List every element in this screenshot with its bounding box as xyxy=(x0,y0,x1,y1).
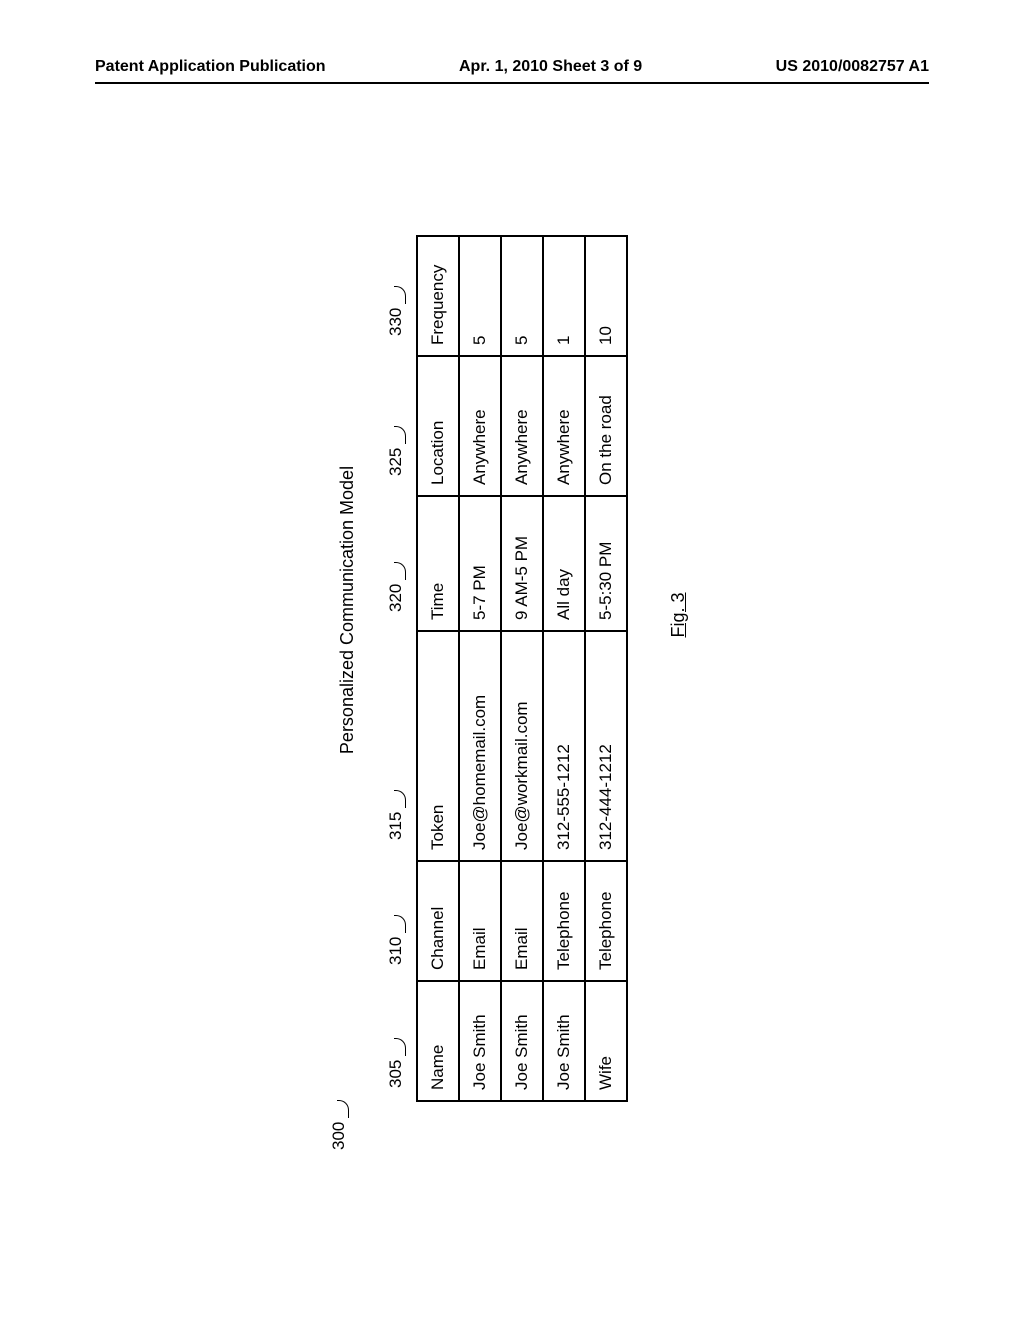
header-rule xyxy=(95,82,929,84)
header-left: Patent Application Publication xyxy=(95,58,326,76)
cell-channel: Telephone xyxy=(543,861,585,981)
col-header-time: Time xyxy=(417,496,459,631)
cell-token: 312-444-1212 xyxy=(585,631,627,861)
col-ref-325: 325 xyxy=(386,426,406,476)
col-header-name: Name xyxy=(417,981,459,1101)
header-center: Apr. 1, 2010 Sheet 3 of 9 xyxy=(459,58,642,76)
col-header-channel: Channel xyxy=(417,861,459,981)
cell-time: 9 AM-5 PM xyxy=(501,496,543,631)
table-row: Joe Smith Telephone 312-555-1212 All day… xyxy=(543,236,585,1101)
page-header: Patent Application Publication Apr. 1, 2… xyxy=(95,58,929,76)
column-refs-row: 305 310 315 320 325 330 xyxy=(386,160,412,1160)
col-header-frequency: Frequency xyxy=(417,236,459,356)
cell-name: Joe Smith xyxy=(543,981,585,1101)
table-row: Joe Smith Email Joe@workmail.com 9 AM-5 … xyxy=(501,236,543,1101)
figure-area: 300 Personalized Communication Model 305… xyxy=(115,160,910,1160)
cell-name: Wife xyxy=(585,981,627,1101)
col-ref-305: 305 xyxy=(386,1038,406,1088)
cell-channel: Email xyxy=(459,861,501,981)
cell-frequency: 1 xyxy=(543,236,585,356)
cell-frequency: 10 xyxy=(585,236,627,356)
table-row: Joe Smith Email Joe@homemail.com 5-7 PM … xyxy=(459,236,501,1101)
cell-token: 312-555-1212 xyxy=(543,631,585,861)
cell-location: Anywhere xyxy=(543,356,585,496)
cell-location: On the road xyxy=(585,356,627,496)
header-right: US 2010/0082757 A1 xyxy=(776,58,929,76)
col-ref-320: 320 xyxy=(386,562,406,612)
cell-frequency: 5 xyxy=(501,236,543,356)
table-row: Wife Telephone 312-444-1212 5-5:30 PM On… xyxy=(585,236,627,1101)
cell-frequency: 5 xyxy=(459,236,501,356)
col-ref-330: 330 xyxy=(386,286,406,336)
col-header-token: Token xyxy=(417,631,459,861)
cell-channel: Telephone xyxy=(585,861,627,981)
cell-token: Joe@workmail.com xyxy=(501,631,543,861)
col-ref-310: 310 xyxy=(386,915,406,965)
cell-location: Anywhere xyxy=(501,356,543,496)
cell-time: 5-7 PM xyxy=(459,496,501,631)
cell-name: Joe Smith xyxy=(459,981,501,1101)
figure-ref-300: 300 xyxy=(329,1100,349,1150)
cell-location: Anywhere xyxy=(459,356,501,496)
communication-model-table: Name Channel Token Time Location Frequen… xyxy=(416,235,628,1102)
cell-time: All day xyxy=(543,496,585,631)
cell-token: Joe@homemail.com xyxy=(459,631,501,861)
cell-time: 5-5:30 PM xyxy=(585,496,627,631)
figure-title: Personalized Communication Model xyxy=(337,160,358,1060)
col-header-location: Location xyxy=(417,356,459,496)
figure-caption: Fig. 3 xyxy=(668,160,689,1070)
table-header-row: Name Channel Token Time Location Frequen… xyxy=(417,236,459,1101)
cell-channel: Email xyxy=(501,861,543,981)
cell-name: Joe Smith xyxy=(501,981,543,1101)
col-ref-315: 315 xyxy=(386,790,406,840)
